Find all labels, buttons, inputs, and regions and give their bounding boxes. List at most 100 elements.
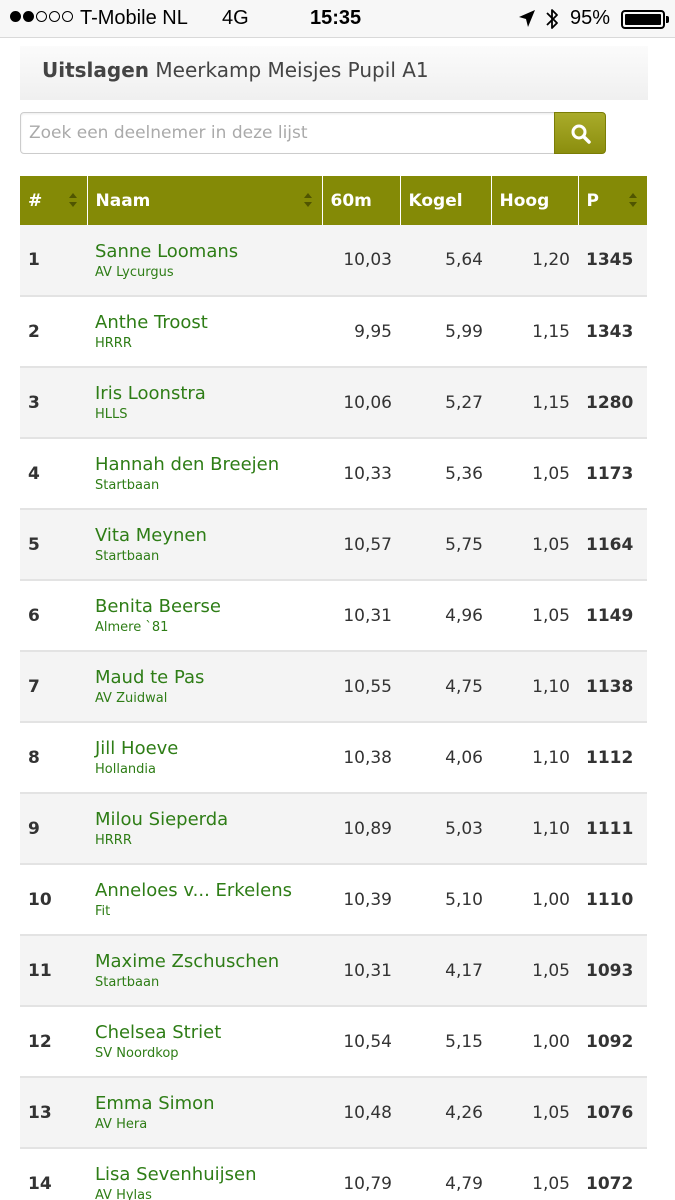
rank-cell: 9 [20,793,87,865]
page-title-bold: Uitslagen [42,58,150,82]
table-row[interactable]: 8 Jill Hoeve Hollandia 10,38 4,06 1,10 1112 [20,722,647,794]
athlete-name-link[interactable]: Vita Meynen [95,525,207,546]
points-cell: 1076 [578,1077,647,1149]
athlete-name-link[interactable]: Sanne Loomans [95,240,239,262]
signal-dot [49,11,60,22]
table-row[interactable]: 14 Lisa Sevenhuijsen AV Hylas 10,79 4,79 1,05… [20,1148,647,1200]
sprint-60m-cell: 10,48 [322,1077,400,1149]
battery-percent: 95% [570,7,611,29]
column-header-60m[interactable]: 60m [322,176,401,225]
column-header-name[interactable]: Naam [87,176,323,225]
sort-icon [629,193,637,207]
high-jump-cell: 1,05 [491,1148,578,1200]
page-header: Uitslagen Meerkamp Meisjes Pupil A1 [20,46,648,100]
club-name: AV Lycurgus [95,264,174,280]
rank-cell: 6 [20,580,87,652]
points-cell: 1345 [578,225,647,297]
page-title-event: Meerkamp Meisjes Pupil A1 [155,58,429,82]
shot-put-cell: 4,96 [400,580,491,652]
athlete-cell: Hannah den Breejen Startbaan [87,438,322,510]
column-header-rank[interactable]: # [20,176,88,225]
column-header-label: 60m [330,190,372,211]
column-header-label: Kogel [408,190,463,211]
athlete-name-link[interactable]: Benita Beerse [95,596,221,617]
table-row[interactable]: 13 Emma Simon AV Hera 10,48 4,26 1,05 1076 [20,1077,647,1149]
column-header-label: P [586,190,599,211]
search-button[interactable] [554,112,606,154]
column-header-label: Naam [95,190,151,211]
points-cell: 1072 [578,1148,647,1200]
table-row[interactable]: 3 Iris Loonstra HLLS 10,06 5,27 1,15 1280 [20,367,647,439]
table-row[interactable]: 12 Chelsea Striet SV Noordkop 10,54 5,15 1,00… [20,1006,647,1078]
shot-put-cell: 4,06 [400,722,491,794]
signal-dot [36,11,47,22]
high-jump-cell: 1,05 [491,935,578,1007]
sprint-60m-cell: 10,55 [322,651,400,723]
high-jump-cell: 1,10 [491,722,578,794]
points-cell: 1110 [578,864,647,936]
club-name: Startbaan [95,975,160,990]
points-cell: 1111 [578,793,647,865]
table-row[interactable]: 2 Anthe Troost HRRR 9,95 5,99 1,15 1343 [20,296,647,368]
points-cell: 1093 [578,935,647,1007]
shot-put-cell: 5,75 [400,509,491,581]
rank-cell: 2 [20,296,87,368]
signal-dot [10,11,21,22]
table-row[interactable]: 9 Milou Sieperda HRRR 10,89 5,03 1,10 1111 [20,793,647,865]
club-name: HRRR [95,833,132,848]
athlete-name-link[interactable]: Lisa Sevenhuijsen [95,1164,257,1185]
athlete-name-link[interactable]: Anthe Troost [95,312,208,333]
rank-cell: 8 [20,722,87,794]
points-cell: 1138 [578,651,647,723]
shot-put-cell: 5,10 [400,864,491,936]
athlete-name-link[interactable]: Hannah den Breejen [95,454,280,475]
athlete-name-link[interactable]: Maxime Zschuschen [95,951,280,972]
shot-put-cell: 4,26 [400,1077,491,1149]
sprint-60m-cell: 10,57 [322,509,400,581]
sprint-60m-cell: 10,54 [322,1006,400,1078]
high-jump-cell: 1,05 [491,580,578,652]
athlete-name-link[interactable]: Milou Sieperda [95,809,229,830]
athlete-cell: Maxime Zschuschen Startbaan [87,935,322,1007]
athlete-name-link[interactable]: Anneloes v... Erkelens [95,880,293,901]
table-row[interactable]: 11 Maxime Zschuschen Startbaan 10,31 4,17 1,0… [20,935,647,1007]
athlete-name-link[interactable]: Iris Loonstra [95,383,206,404]
search-input[interactable] [20,112,556,154]
rank-cell: 5 [20,509,87,581]
column-header-points[interactable]: P [578,176,647,225]
points-cell: 1173 [578,438,647,510]
high-jump-cell: 1,05 [491,509,578,581]
club-name: HRRR [95,336,132,351]
table-header-row: # Naam 60m Kogel Hoog P [20,176,647,225]
search-icon [571,124,591,144]
athlete-name-link[interactable]: Jill Hoeve [95,738,179,759]
points-cell: 1112 [578,722,647,794]
page-title: Uitslagen Meerkamp Meisjes Pupil A1 [42,58,429,82]
shot-put-cell: 5,99 [400,296,491,368]
high-jump-cell: 1,05 [491,1077,578,1149]
athlete-name-link[interactable]: Emma Simon [95,1093,215,1114]
athlete-name-link[interactable]: Chelsea Striet [95,1022,222,1043]
table-row[interactable]: 6 Benita Beerse Almere `81 10,31 4,96 1,05 114… [20,580,647,652]
column-header-label: Hoog [499,190,550,211]
athlete-name-link[interactable]: Maud te Pas [95,667,205,688]
sprint-60m-cell: 10,38 [322,722,400,794]
rank-cell: 11 [20,935,87,1007]
high-jump-cell: 1,10 [491,651,578,723]
table-row[interactable]: 4 Hannah den Breejen Startbaan 10,33 5,36 1,0… [20,438,647,510]
column-header-hoog[interactable]: Hoog [491,176,579,225]
table-row[interactable]: 7 Maud te Pas AV Zuidwal 10,55 4,75 1,10 1138 [20,651,647,723]
athlete-cell: Vita Meynen Startbaan [87,509,322,581]
sprint-60m-cell: 10,03 [322,225,400,297]
table-row[interactable]: 1 Sanne Loomans AV Lycurgus 10,03 5,64 1,20 13… [20,225,647,297]
athlete-cell: Jill Hoeve Hollandia [87,722,322,794]
table-row[interactable]: 10 Anneloes v... Erkelens Fit 10,39 5,10 1,00… [20,864,647,936]
clock: 15:35 [310,7,362,29]
club-name: SV Noordkop [95,1046,179,1061]
shot-put-cell: 4,79 [400,1148,491,1200]
column-header-kogel[interactable]: Kogel [400,176,492,225]
table-row[interactable]: 5 Vita Meynen Startbaan 10,57 5,75 1,05 1164 [20,509,647,581]
athlete-cell: Emma Simon AV Hera [87,1077,322,1149]
club-name: Fit [95,904,111,919]
club-name: AV Hera [95,1117,148,1132]
